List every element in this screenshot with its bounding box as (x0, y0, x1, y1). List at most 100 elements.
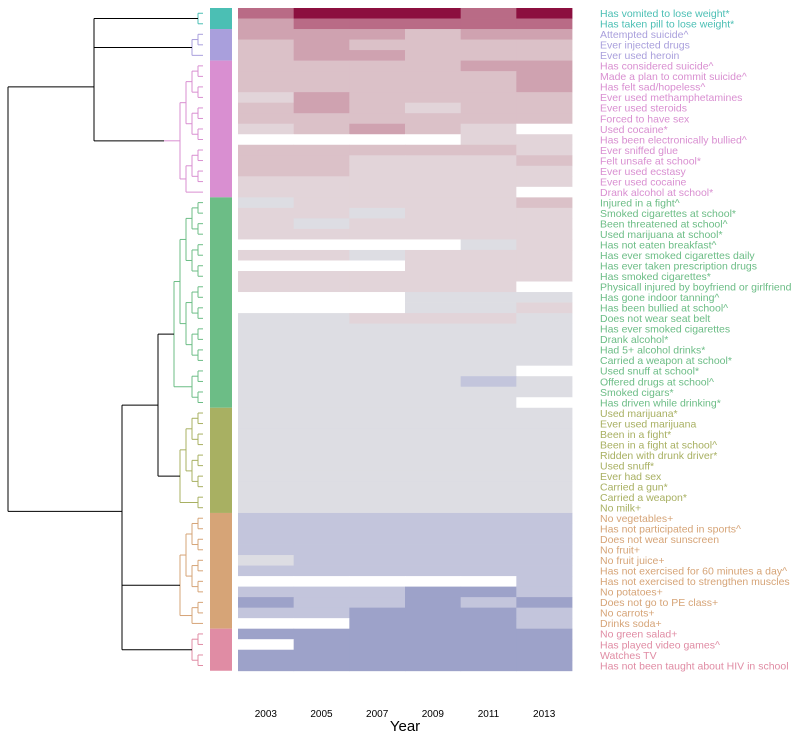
heatmap-cell (460, 523, 517, 535)
heatmap-cell (405, 460, 462, 472)
heatmap-cell (460, 586, 517, 598)
heatmap-cell (405, 207, 462, 219)
heatmap-cell (238, 628, 295, 640)
heatmap-cell (349, 618, 406, 630)
heatmap-cell (405, 292, 462, 303)
row-label: Has driven while drinking* (600, 397, 721, 409)
heatmap-cell (293, 50, 350, 61)
heatmap-cell (516, 113, 573, 125)
row-label: Has not exercised to strengthen muscles (600, 576, 790, 588)
heatmap-cell (405, 660, 462, 672)
heatmap-cell (405, 407, 462, 419)
row-label: Forced to have sex (600, 113, 690, 125)
heatmap-cell (293, 512, 350, 524)
heatmap-cell (238, 428, 295, 440)
heatmap-cell (349, 607, 406, 619)
heatmap-cell (516, 586, 573, 598)
heatmap-cell (460, 576, 517, 587)
heatmap-cell (405, 565, 462, 577)
heatmap-cell (293, 344, 350, 356)
heatmap-cell (516, 102, 573, 114)
heatmap-cell (349, 39, 406, 51)
heatmap-cell (349, 502, 406, 514)
heatmap-cell (293, 586, 350, 598)
heatmap-cell (405, 155, 462, 167)
heatmap-cell (293, 292, 350, 303)
row-label: Been in a fight* (600, 429, 671, 441)
heatmap-cell (238, 92, 295, 104)
heatmap-cell (460, 50, 517, 61)
heatmap-cell (460, 92, 517, 104)
heatmap-cell (349, 355, 406, 367)
x-tick-labels: 2003 2005 2007 2009 2011 2013 (255, 709, 556, 720)
heatmap-cell (238, 565, 295, 577)
heatmap-cell (405, 428, 462, 440)
heatmap-cell (516, 512, 573, 524)
heatmap-cell (349, 239, 406, 251)
heatmap-cell (293, 649, 350, 661)
heatmap-cell (516, 81, 573, 93)
heatmap-cell (349, 260, 406, 272)
row-label: Carried a gun* (600, 481, 668, 493)
heatmap-cell (516, 29, 573, 40)
heatmap-cell (405, 576, 462, 587)
row-label: No milk+ (600, 503, 641, 515)
row-label: Has played video games^ (600, 639, 720, 651)
heatmap-cell (349, 376, 406, 388)
heatmap-cell (293, 197, 350, 209)
heatmap-cell (460, 39, 517, 51)
row-label: No carrots+ (600, 608, 655, 620)
heatmap-cell (238, 534, 295, 545)
heatmap-cell (405, 29, 462, 40)
heatmap-cell (405, 481, 462, 493)
heatmap-cell (460, 155, 517, 167)
heatmap-cell (349, 628, 406, 640)
row-label: Has smoked cigarettes* (600, 271, 711, 283)
heatmap-cell (293, 597, 350, 609)
heatmap-cell (405, 50, 462, 61)
heatmap-cell (238, 386, 295, 398)
heatmap-cell (405, 449, 462, 461)
heatmap-cell (349, 449, 406, 461)
x-tick-label: 2009 (422, 709, 445, 720)
heatmap-cell (238, 81, 295, 93)
heatmap-cell (460, 271, 517, 282)
heatmap-cell (516, 534, 573, 545)
heatmap-cell (238, 460, 295, 472)
heatmap-cell (405, 113, 462, 125)
heatmap-cell (293, 71, 350, 83)
row-label: Injured in a fight^ (600, 197, 680, 209)
heatmap-cell (516, 123, 573, 135)
heatmap-cell (293, 618, 350, 630)
heatmap-cell (349, 597, 406, 609)
row-label: No potatoes+ (600, 587, 663, 599)
heatmap-cell (293, 449, 350, 461)
heatmap-cell (516, 60, 573, 72)
row-label: Has considered suicide^ (600, 61, 714, 73)
heatmap-cell (349, 544, 406, 556)
heatmap-cell (293, 565, 350, 577)
heatmap-cell (349, 586, 406, 598)
heatmap-cell (516, 365, 573, 377)
heatmap-cell (516, 313, 573, 324)
heatmap-cell (238, 8, 295, 19)
heatmap-cell (238, 50, 295, 61)
heatmap-cell (238, 197, 295, 209)
heatmap-cell (460, 344, 517, 356)
heatmap-cell (293, 555, 350, 566)
heatmap-cell (238, 397, 295, 409)
cluster-4-bar (210, 197, 232, 408)
heatmap-cell (460, 260, 517, 272)
row-label: Made a plan to commit suicide^ (600, 71, 747, 83)
heatmap-cell (293, 376, 350, 388)
heatmap-cell (460, 165, 517, 177)
row-label: Carried a weapon* (600, 492, 687, 504)
row-label: Felt unsafe at school* (600, 155, 701, 167)
heatmap-cell (238, 60, 295, 72)
row-label: Has not participated in sports^ (600, 524, 741, 536)
heatmap-cell (516, 281, 573, 293)
heatmap-cell (349, 439, 406, 451)
heatmap-cell (460, 218, 517, 230)
heatmap-cell (516, 649, 573, 661)
row-label: Ever had sex (600, 471, 662, 483)
